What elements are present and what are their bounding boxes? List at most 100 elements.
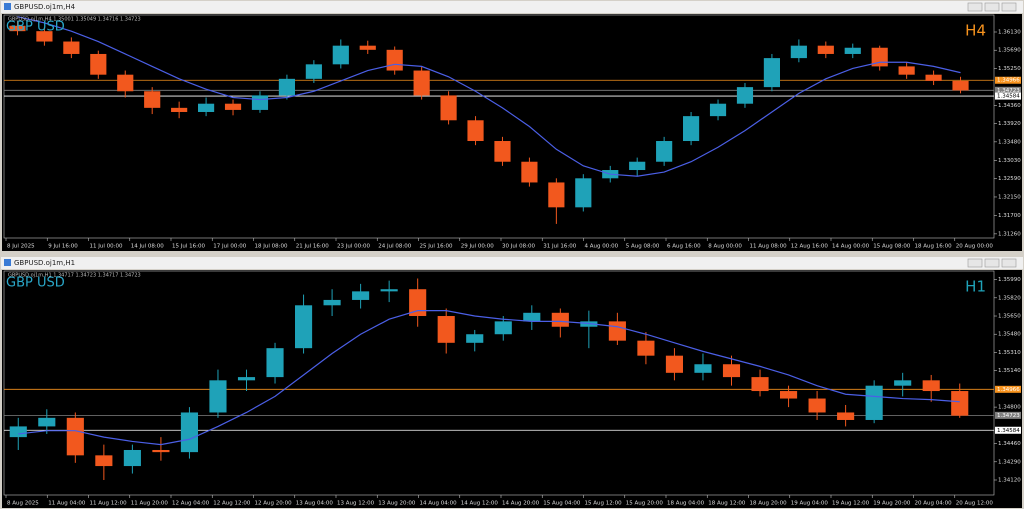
y-tick-label: 1.34120 [998, 477, 1021, 483]
y-tick-label: 1.32150 [998, 194, 1021, 200]
minimize-button[interactable] [967, 258, 983, 268]
window-title: GBPUSD.oj1m,H1 [14, 259, 75, 267]
candle-body [237, 377, 256, 381]
close-button[interactable] [1001, 2, 1017, 12]
x-tick-label: 11 Aug 04:00 [48, 501, 86, 507]
x-tick-label: 12 Aug 04:00 [172, 501, 210, 507]
x-tick-label: 11 Aug 20:00 [131, 501, 169, 507]
candle-body [9, 426, 27, 438]
candle-body [323, 299, 341, 306]
candle-body [266, 348, 284, 378]
x-tick-label: 30 Jul 08:00 [502, 244, 535, 250]
candle-body [722, 364, 741, 378]
candle-body [817, 45, 834, 54]
candle-body [171, 107, 188, 112]
x-tick-label: 15 Aug 04:00 [543, 501, 581, 507]
price-label-bg [995, 426, 1021, 434]
candle-body [629, 161, 646, 171]
chart-area [2, 14, 1022, 251]
maximize-button[interactable] [984, 258, 1000, 268]
candle-body [694, 364, 712, 373]
x-tick-label: 11 Aug 12:00 [90, 501, 128, 507]
candle-body [63, 41, 80, 54]
candle-body [413, 70, 430, 96]
price-label-bg [995, 86, 1021, 94]
y-tick-label: 1.35140 [998, 368, 1021, 374]
candle-body [380, 289, 398, 292]
candle-body [780, 391, 798, 399]
x-tick-label: 12 Aug 20:00 [255, 501, 293, 507]
price-label: 1.34723 [997, 413, 1020, 419]
candle-body [837, 412, 855, 420]
window-icon [4, 3, 11, 10]
x-tick-label: 19 Aug 04:00 [791, 501, 829, 507]
y-tick-label: 1.31700 [998, 213, 1021, 219]
candle-body [467, 120, 484, 142]
title-bar [1, 1, 1023, 13]
x-tick-label: 13 Aug 04:00 [296, 501, 334, 507]
candle-body [751, 377, 769, 392]
info-line: GBPUSD.oj1m,H4 1.35001 1.35049 1.34716 1… [8, 17, 141, 23]
price-label-bg [995, 411, 1021, 419]
candle-body [844, 47, 861, 54]
candle-body [551, 312, 569, 327]
y-tick-label: 1.35990 [998, 277, 1021, 283]
y-tick-label: 1.34290 [998, 459, 1021, 465]
x-tick-label: 24 Jul 08:00 [378, 244, 411, 250]
candle-body [352, 291, 370, 300]
x-tick-label: 18 Aug 20:00 [750, 501, 788, 507]
x-tick-label: 19 Aug 20:00 [873, 501, 911, 507]
x-tick-label: 5 Aug 08:00 [626, 244, 660, 250]
close-button[interactable] [1001, 258, 1017, 268]
candle-body [359, 45, 376, 50]
x-tick-label: 8 Aug 00:00 [708, 244, 742, 250]
minimize-button[interactable] [967, 2, 983, 12]
candle-body [665, 355, 683, 373]
candle-body [925, 74, 942, 81]
info-line: GBPUSD.oj1m,H1 1.34717 1.34723 1.34717 1… [8, 273, 141, 279]
x-tick-label: 20 Aug 12:00 [956, 501, 994, 507]
candle-body [152, 449, 170, 453]
x-tick-label: 14 Aug 12:00 [461, 501, 499, 507]
x-tick-label: 29 Jul 00:00 [461, 244, 494, 250]
y-tick-label: 1.35690 [998, 48, 1021, 54]
x-tick-label: 6 Aug 16:00 [667, 244, 701, 250]
y-tick-label: 1.36130 [998, 29, 1021, 35]
x-tick-label: 8 Jul 2025 [7, 244, 35, 250]
candle-body [144, 91, 161, 108]
x-tick-label: 15 Aug 20:00 [626, 501, 664, 507]
plot-border [3, 14, 995, 239]
price-label: 1.34584 [997, 94, 1020, 100]
candle-body [409, 289, 427, 317]
symbol-label: GBP USD [6, 276, 65, 291]
y-tick-label: 1.34800 [998, 405, 1021, 411]
price-label: 1.34966 [997, 387, 1020, 393]
x-tick-label: 18 Jul 08:00 [255, 244, 288, 250]
candle-body [894, 380, 912, 386]
x-tick-label: 9 Jul 16:00 [48, 244, 78, 250]
candle-body [898, 66, 915, 75]
candle-body [38, 417, 56, 427]
x-tick-label: 15 Aug 08:00 [873, 244, 911, 250]
candle-body [180, 412, 198, 453]
candle-body [952, 80, 969, 91]
candle-body [736, 87, 754, 104]
window-title: GBPUSD.oj1m,H4 [14, 3, 76, 11]
candle-body [95, 455, 113, 467]
x-tick-label: 11 Aug 08:00 [750, 244, 788, 250]
price-label-bg [995, 92, 1021, 100]
candle-body [251, 95, 269, 110]
candle-body [656, 141, 673, 162]
candle-body [386, 49, 403, 71]
price-label: 1.34584 [997, 428, 1020, 434]
x-tick-label: 31 Jul 16:00 [543, 244, 576, 250]
candle-body [440, 95, 457, 121]
x-tick-label: 13 Aug 20:00 [378, 501, 416, 507]
candle-body [66, 417, 84, 456]
y-tick-label: 1.32590 [998, 176, 1021, 182]
x-tick-label: 14 Aug 00:00 [832, 244, 870, 250]
maximize-button[interactable] [984, 2, 1000, 12]
x-tick-label: 14 Aug 04:00 [420, 501, 458, 507]
